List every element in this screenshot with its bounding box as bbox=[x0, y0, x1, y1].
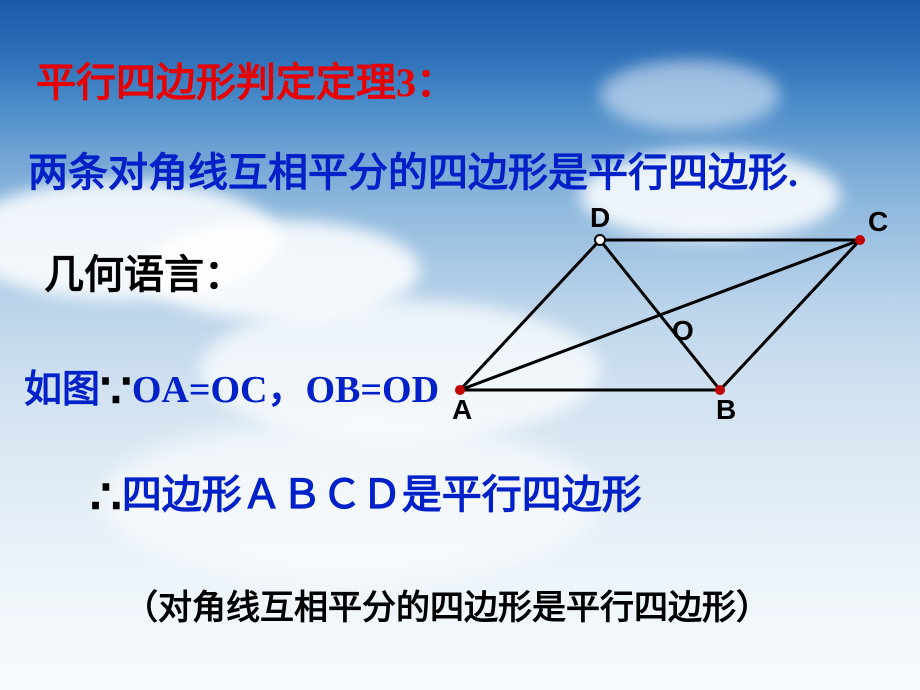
therefore-symbol: ∴ bbox=[90, 469, 122, 525]
vertex-label-O: O bbox=[672, 315, 694, 347]
vertex-label-C: C bbox=[868, 206, 888, 238]
given-prefix: 如图 bbox=[24, 369, 100, 411]
geometry-language-label: 几何语言： bbox=[44, 242, 244, 300]
reason-line: （对角线互相平分的四边形是平行四边形） bbox=[124, 580, 770, 629]
vertex-C bbox=[855, 235, 865, 245]
geometry-svg bbox=[440, 200, 880, 420]
vertex-label-D: D bbox=[590, 202, 610, 234]
given-line: 如图∵OA=OC，OB=OD bbox=[24, 358, 439, 420]
parallelogram-figure: ABCDO bbox=[440, 200, 880, 420]
conclusion-text: 四边形ＡＢＣＤ是平行四边形 bbox=[122, 472, 642, 517]
theorem-statement: 两条对角线互相平分的四边形是平行四边形. bbox=[28, 140, 798, 198]
because-symbol: ∵ bbox=[100, 363, 132, 419]
slide-content: 平行四边形判定定理3： 两条对角线互相平分的四边形是平行四边形. 几何语言： 如… bbox=[0, 0, 920, 690]
vertex-D bbox=[595, 235, 605, 245]
vertex-label-B: B bbox=[716, 394, 736, 426]
edge-DA bbox=[460, 240, 600, 390]
edge-BC bbox=[720, 240, 860, 390]
vertex-label-A: A bbox=[452, 394, 472, 426]
theorem-title: 平行四边形判定定理3： bbox=[36, 50, 456, 108]
edge-BD bbox=[600, 240, 720, 390]
conclusion-line: ∴四边形ＡＢＣＤ是平行四边形 bbox=[90, 462, 642, 526]
given-text: OA=OC，OB=OD bbox=[132, 369, 439, 411]
